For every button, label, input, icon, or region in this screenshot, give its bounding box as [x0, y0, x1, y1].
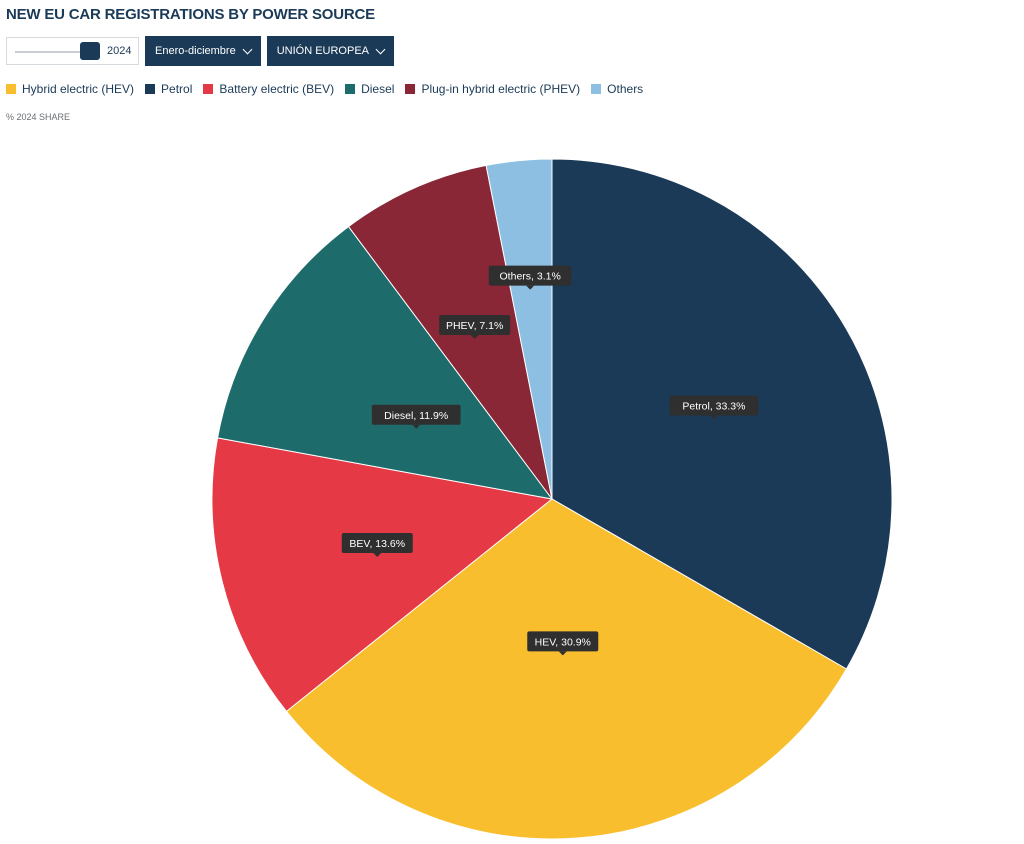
data-label-box	[371, 404, 461, 425]
region-dropdown[interactable]: UNIÓN EUROPEA	[266, 36, 394, 66]
data-label-hev: HEV, 30.9%	[527, 631, 599, 656]
data-label-text: BEV, 13.6%	[349, 538, 405, 550]
data-label-box	[488, 265, 572, 286]
year-slider[interactable]: 2024	[6, 37, 139, 65]
data-label-text: HEV, 30.9%	[535, 636, 591, 648]
data-label-text: Others, 3.1%	[500, 271, 561, 283]
data-label-bev: BEV, 13.6%	[341, 533, 413, 558]
data-label-pointer	[558, 651, 567, 656]
data-label-box	[669, 395, 759, 416]
legend-item-petrol[interactable]: Petrol	[145, 82, 192, 96]
legend-label: Diesel	[361, 82, 395, 96]
slider-track	[15, 51, 91, 53]
legend-item-phev[interactable]: Plug-in hybrid electric (PHEV)	[405, 82, 580, 96]
data-label-pointer	[373, 553, 382, 558]
legend-item-bev[interactable]: Battery electric (BEV)	[203, 82, 334, 96]
chart-controls: 2024 Enero-diciembre UNIÓN EUROPEA	[6, 36, 394, 66]
data-label-pointer	[412, 424, 421, 429]
legend-swatch	[345, 84, 356, 94]
legend-swatch	[6, 84, 16, 94]
data-label-petrol: Petrol, 33.3%	[669, 395, 759, 420]
data-label-text: Diesel, 11.9%	[384, 410, 448, 422]
year-value: 2024	[107, 45, 132, 57]
legend-swatch	[405, 84, 416, 94]
pie-slice-bev[interactable]	[211, 437, 554, 713]
legend-item-others[interactable]: Others	[591, 82, 643, 96]
region-dropdown-label: UNIÓN EUROPEA	[276, 45, 369, 57]
pie-slice-diesel[interactable]	[216, 225, 554, 500]
data-label-others: Others, 3.1%	[488, 265, 572, 290]
data-label-phev: PHEV, 7.1%	[439, 315, 511, 340]
legend-label: Battery electric (BEV)	[219, 82, 335, 96]
data-label-text: Petrol, 33.3%	[682, 401, 745, 413]
data-label-box	[341, 533, 413, 554]
legend-label: Others	[607, 82, 644, 96]
data-label-pointer	[470, 335, 479, 340]
period-dropdown[interactable]: Enero-diciembre	[145, 36, 261, 66]
period-dropdown-label: Enero-diciembre	[155, 45, 236, 57]
data-label-box	[439, 315, 511, 336]
legend-label: Petrol	[161, 82, 193, 96]
chart-subtitle: % 2024 SHARE	[6, 112, 71, 122]
pie-slice-others[interactable]	[485, 158, 553, 500]
data-label-box	[527, 631, 599, 652]
legend-label: Plug-in hybrid electric (PHEV)	[421, 82, 581, 96]
pie-slice-hev[interactable]	[285, 498, 848, 840]
data-label-pointer	[709, 415, 718, 420]
legend-swatch	[203, 84, 214, 94]
data-label-pointer	[526, 285, 535, 290]
data-label-diesel: Diesel, 11.9%	[371, 404, 461, 429]
data-label-text: PHEV, 7.1%	[446, 320, 503, 332]
legend-item-diesel[interactable]: Diesel	[345, 82, 394, 96]
legend-label: Hybrid electric (HEV)	[22, 82, 135, 96]
legend: Hybrid electric (HEV) Petrol Battery ele…	[6, 82, 654, 96]
legend-swatch	[145, 84, 156, 94]
chart-title: NEW EU CAR REGISTRATIONS BY POWER SOURCE	[6, 6, 375, 23]
slider-handle[interactable]	[80, 42, 100, 60]
legend-item-hev[interactable]: Hybrid electric (HEV)	[6, 82, 134, 96]
legend-swatch	[591, 84, 602, 94]
